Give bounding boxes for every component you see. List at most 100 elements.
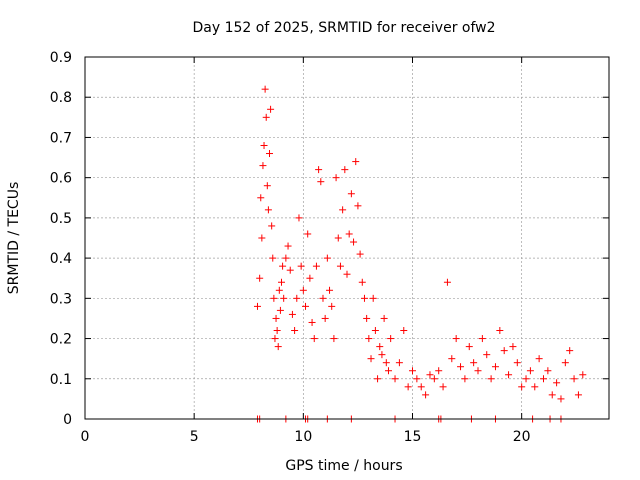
data-point xyxy=(465,343,473,351)
y-tick-label: 0 xyxy=(63,412,72,428)
data-point xyxy=(561,359,569,367)
data-point xyxy=(491,363,499,371)
data-point xyxy=(461,375,469,383)
data-point xyxy=(291,327,299,335)
data-point xyxy=(253,302,261,310)
data-point xyxy=(308,318,316,326)
data-point xyxy=(500,347,508,355)
data-point xyxy=(288,310,296,318)
data-point xyxy=(535,355,543,363)
data-point xyxy=(261,85,269,93)
data-point xyxy=(443,278,451,286)
data-point xyxy=(363,314,371,322)
data-point xyxy=(334,234,342,242)
x-axis-label: GPS time / hours xyxy=(285,458,402,474)
data-point xyxy=(352,158,360,166)
data-point xyxy=(278,278,285,286)
data-point xyxy=(513,359,521,367)
data-point xyxy=(387,335,395,343)
data-point xyxy=(391,375,399,383)
x-axis-ticks: 0 5 10 15 20 xyxy=(81,57,531,445)
data-point xyxy=(299,286,307,294)
data-point xyxy=(365,335,373,343)
data-point xyxy=(470,359,478,367)
data-point xyxy=(321,314,329,322)
data-point xyxy=(417,383,425,391)
data-point xyxy=(378,351,386,359)
data-point xyxy=(268,222,276,230)
data-point xyxy=(257,194,265,202)
data-point xyxy=(557,395,565,403)
data-point xyxy=(332,174,340,182)
data-point xyxy=(548,391,556,399)
data-point xyxy=(270,294,278,302)
data-point xyxy=(271,335,279,343)
data-point xyxy=(304,230,312,238)
data-point xyxy=(326,286,334,294)
data-point xyxy=(354,202,362,210)
data-point xyxy=(574,391,582,399)
data-point xyxy=(306,274,314,282)
data-point xyxy=(276,306,284,314)
data-point xyxy=(345,230,353,238)
data-point xyxy=(505,371,513,379)
data-point xyxy=(274,343,282,351)
data-point xyxy=(395,359,403,367)
data-point xyxy=(380,314,388,322)
data-point xyxy=(284,242,292,250)
data-point xyxy=(483,351,491,359)
data-point xyxy=(426,371,434,379)
data-point xyxy=(358,278,366,286)
data-point xyxy=(262,113,270,121)
data-point xyxy=(356,250,364,258)
data-point xyxy=(526,367,534,375)
data-point xyxy=(260,141,268,149)
data-point xyxy=(295,214,303,222)
data-point xyxy=(376,343,384,351)
data-point xyxy=(369,294,377,302)
x-tick-label: 20 xyxy=(513,429,531,445)
data-point xyxy=(330,335,338,343)
data-point xyxy=(280,294,288,302)
y-tick-label: 0.6 xyxy=(50,171,72,187)
data-point xyxy=(374,375,382,383)
data-point xyxy=(310,335,318,343)
data-points xyxy=(253,85,587,403)
data-point xyxy=(384,367,392,375)
data-point xyxy=(452,335,460,343)
data-point xyxy=(275,286,283,294)
y-tick-label: 0.1 xyxy=(50,372,72,388)
data-point xyxy=(478,335,486,343)
data-point xyxy=(265,150,273,158)
data-point xyxy=(496,327,504,335)
data-point xyxy=(315,166,323,174)
data-point xyxy=(267,105,275,113)
data-point xyxy=(457,363,465,371)
x-tick-label: 10 xyxy=(294,429,312,445)
data-point xyxy=(286,266,294,274)
y-axis-label: SRMTID / TECUs xyxy=(6,182,22,295)
data-point xyxy=(339,206,347,214)
data-point xyxy=(360,294,368,302)
data-point xyxy=(448,355,456,363)
data-point xyxy=(258,234,266,242)
data-point xyxy=(312,262,320,270)
x-tick-label: 5 xyxy=(190,429,199,445)
chart-title: Day 152 of 2025, SRMTID for receiver ofw… xyxy=(192,20,495,36)
data-point xyxy=(319,294,327,302)
y-tick-label: 0.2 xyxy=(50,332,72,348)
data-point xyxy=(435,367,443,375)
data-point xyxy=(544,367,552,375)
data-point xyxy=(540,375,547,383)
data-point xyxy=(279,262,287,270)
data-point xyxy=(522,375,530,383)
data-point xyxy=(259,162,267,170)
data-point xyxy=(293,294,301,302)
data-point xyxy=(413,375,421,383)
data-point xyxy=(487,375,495,383)
data-point xyxy=(343,270,351,278)
data-point xyxy=(264,206,272,214)
data-point xyxy=(269,254,277,262)
data-point xyxy=(350,238,358,246)
